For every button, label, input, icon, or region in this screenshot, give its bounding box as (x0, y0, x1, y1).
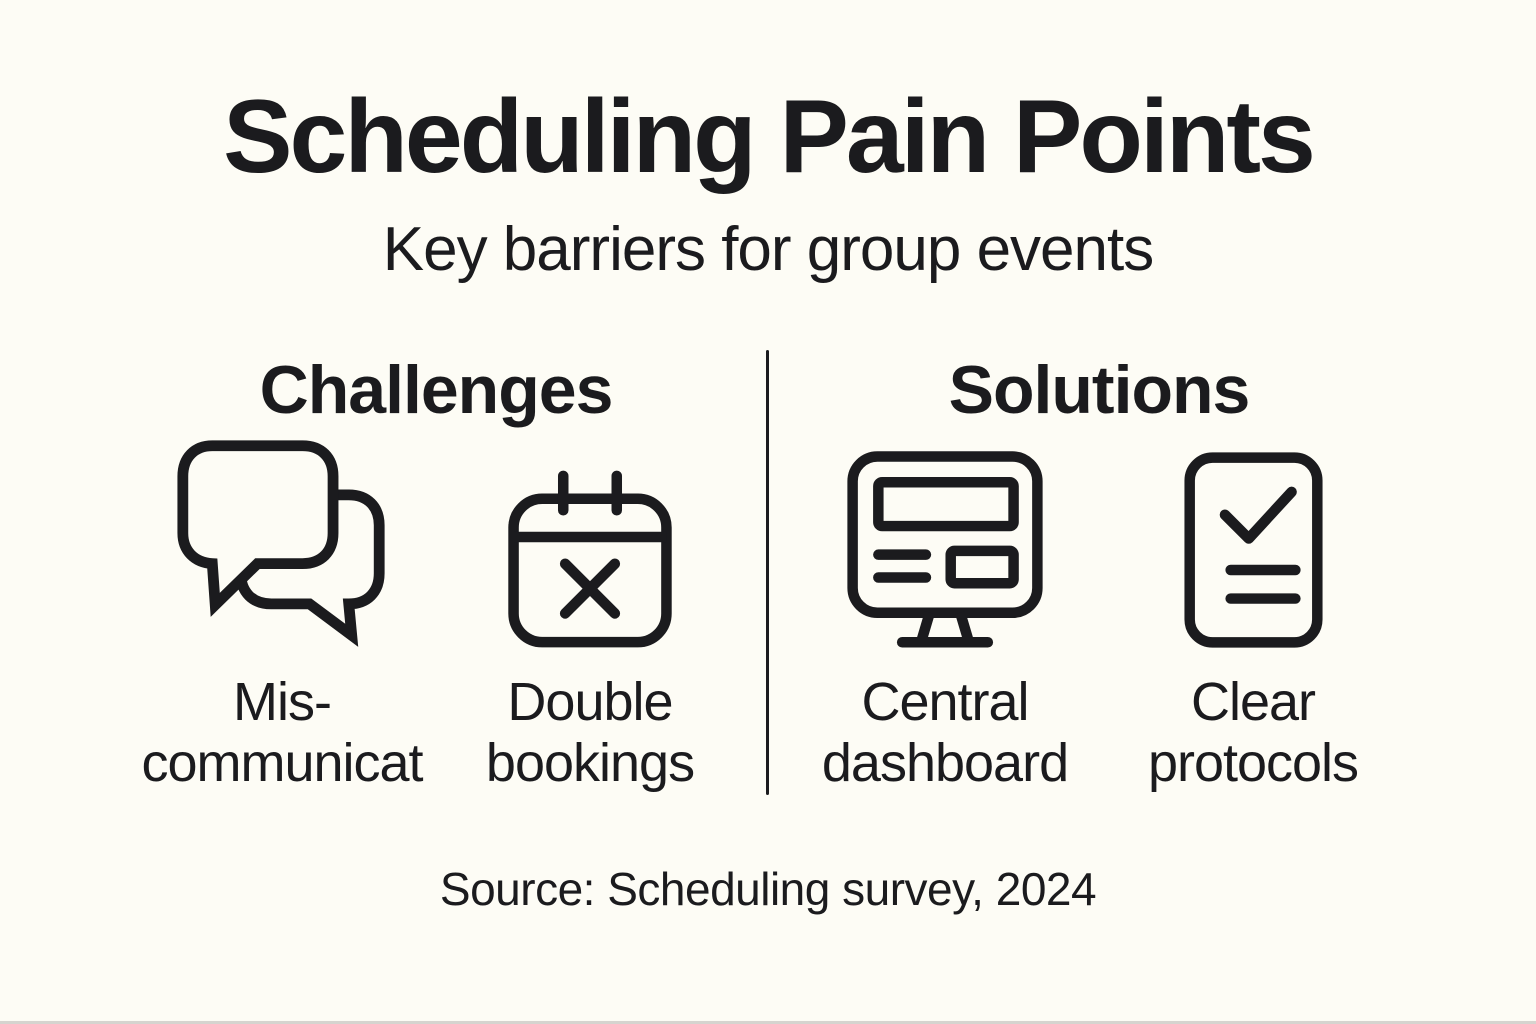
solutions-heading: Solutions (948, 352, 1251, 428)
challenges-cards: Mis- communicat Double bookings (106, 432, 766, 795)
challenges-column: Challenges Mis- communicat (106, 350, 766, 795)
central-dashboard-card: Central dashboard (800, 432, 1090, 795)
chat-bubbles-icon (169, 432, 395, 650)
page-title: Scheduling Pain Points (223, 79, 1316, 195)
double-bookings-label: Double bookings (485, 671, 695, 794)
content-columns: Challenges Mis- communicat (106, 350, 1432, 795)
checklist-document-icon (1182, 432, 1325, 650)
page-subtitle: Key barriers for group events (382, 215, 1155, 284)
clear-protocols-label: Clear protocols (1147, 671, 1359, 794)
calendar-x-icon (504, 432, 676, 650)
miscommunication-label: Mis- communicat (141, 671, 423, 794)
double-bookings-card: Double bookings (445, 432, 735, 795)
dashboard-monitor-icon (845, 432, 1045, 650)
solutions-cards: Central dashboard Clear protocols (769, 432, 1429, 795)
miscommunication-card: Mis- communicat (137, 432, 427, 795)
column-divider (766, 350, 769, 795)
challenges-heading: Challenges (259, 352, 614, 428)
source-caption: Source: Scheduling survey, 2024 (439, 863, 1097, 915)
central-dashboard-label: Central dashboard (821, 671, 1069, 794)
clear-protocols-card: Clear protocols (1108, 432, 1398, 795)
solutions-column: Solutions Central dashboard (769, 350, 1429, 795)
